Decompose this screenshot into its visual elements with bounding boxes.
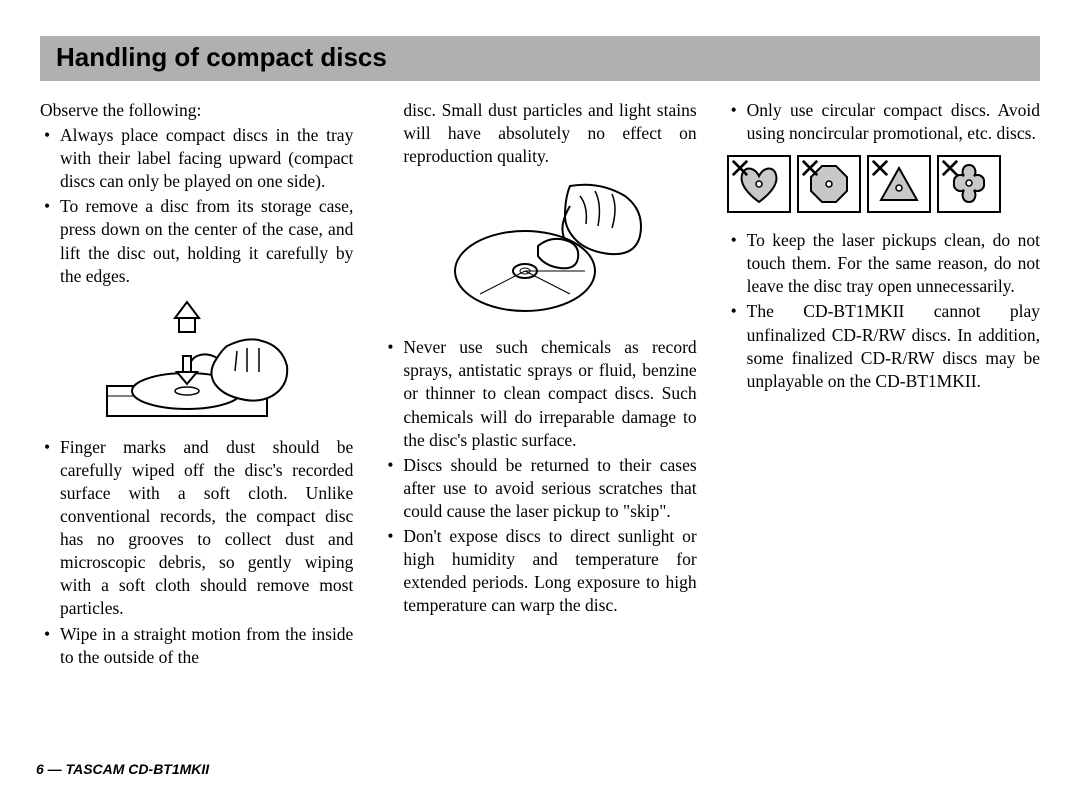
column-1: Observe the following: Always place comp… [40, 99, 353, 671]
disc-tray-illustration [97, 296, 297, 426]
product-name: TASCAM CD-BT1MKII [66, 761, 210, 777]
x-mark-icon [801, 159, 819, 177]
bullet-item: To remove a disc from its storage case, … [40, 195, 353, 287]
bad-shape-octagon [797, 155, 861, 213]
bullet-list-1b: Finger marks and dust should be carefull… [40, 436, 353, 669]
page: Handling of compact discs Observe the fo… [0, 0, 1080, 671]
disc-wipe-illustration [430, 176, 650, 326]
footer-separator: — [44, 761, 66, 777]
figure-wipe-disc [383, 176, 696, 326]
bullet-list-1: Always place compact discs in the tray w… [40, 124, 353, 288]
x-mark-icon [941, 159, 959, 177]
body-columns: Observe the following: Always place comp… [40, 99, 1040, 671]
page-footer: 6 — TASCAM CD-BT1MKII [36, 761, 209, 777]
column-2: disc. Small dust particles and light sta… [383, 99, 696, 671]
figure-remove-disc [40, 296, 353, 426]
noncircular-shapes-row [727, 155, 1040, 213]
section-title: Handling of compact discs [56, 42, 1024, 73]
bullet-item: Never use such chemicals as record spray… [383, 336, 696, 451]
bullet-item: Don't expose discs to direct sunlight or… [383, 525, 696, 617]
bad-shape-triangle [867, 155, 931, 213]
bad-shape-heart [727, 155, 791, 213]
bullet-item: The CD-BT1MKII cannot play unfinalized C… [727, 300, 1040, 392]
section-title-bar: Handling of compact discs [40, 36, 1040, 81]
bullet-item: To keep the laser pickups clean, do not … [727, 229, 1040, 298]
page-number: 6 [36, 761, 44, 777]
bad-shape-flower [937, 155, 1001, 213]
bullet-item: Discs should be returned to their cases … [383, 454, 696, 523]
bullet-item: Wipe in a straight motion from the insid… [40, 623, 353, 669]
continuation-text: disc. Small dust particles and light sta… [383, 99, 696, 168]
bullet-list-2: Never use such chemicals as record spray… [383, 336, 696, 617]
bullet-item: Only use circular compact discs. Avoid u… [727, 99, 1040, 145]
bullet-item: Finger marks and dust should be carefull… [40, 436, 353, 621]
column-3: Only use circular compact discs. Avoid u… [727, 99, 1040, 671]
x-mark-icon [731, 159, 749, 177]
intro-text: Observe the following: [40, 99, 353, 122]
bullet-item: Always place compact discs in the tray w… [40, 124, 353, 193]
x-mark-icon [871, 159, 889, 177]
bullet-list-3b: To keep the laser pickups clean, do not … [727, 229, 1040, 393]
bullet-list-3a: Only use circular compact discs. Avoid u… [727, 99, 1040, 145]
